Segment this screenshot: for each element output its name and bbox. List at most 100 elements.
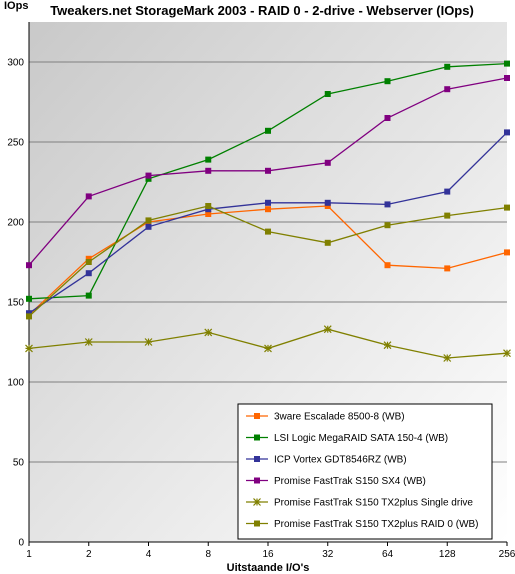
data-point xyxy=(85,259,92,265)
data-point xyxy=(265,127,271,134)
data-point xyxy=(85,292,92,299)
data-point xyxy=(444,86,451,93)
y-tick-label: 50 xyxy=(13,458,25,469)
legend: 3ware Escalade 8500-8 (WB) LSI Logic Mega… xyxy=(237,403,493,540)
data-point xyxy=(205,203,212,209)
data-point xyxy=(504,75,510,81)
series-3 xyxy=(26,129,510,317)
x-tick-label: 2 xyxy=(86,549,92,560)
axes: 0 50 100 150 200 250 300 1 2 4 8 16 32 64 128 256 xyxy=(7,22,515,560)
data-point xyxy=(85,270,92,277)
y-tick-label: 150 xyxy=(7,298,24,309)
x-tick-label: 4 xyxy=(146,549,152,560)
data-point xyxy=(444,265,451,272)
x-axis-label: Uitstaande I/O's xyxy=(227,562,310,574)
data-point xyxy=(504,60,510,67)
data-point xyxy=(384,262,391,269)
legend-label: Promise FastTrak S150 TX2plus Single dri… xyxy=(274,498,473,509)
y-tick-label: 200 xyxy=(7,218,24,229)
x-tick-label: 128 xyxy=(439,549,456,560)
data-point xyxy=(324,203,331,209)
data-point xyxy=(84,338,93,346)
data-point xyxy=(25,344,33,353)
data-point xyxy=(503,349,511,358)
x-tick-label: 16 xyxy=(262,549,274,560)
legend-swatch-marker xyxy=(254,477,260,484)
data-point xyxy=(26,310,32,317)
data-point xyxy=(265,228,271,235)
x-tick-label: 8 xyxy=(205,549,211,560)
data-point xyxy=(205,206,212,213)
legend-label: LSI Logic MegaRAID SATA 150-4 (WB) xyxy=(274,433,448,444)
data-point xyxy=(205,156,212,163)
series-2 xyxy=(26,60,510,302)
data-point xyxy=(144,338,153,346)
series-4 xyxy=(26,75,510,269)
data-point xyxy=(204,328,213,337)
legend-label: 3ware Escalade 8500-8 (WB) xyxy=(274,412,405,423)
data-point xyxy=(324,159,331,166)
legend-label: Promise FastTrak S150 SX4 (WB) xyxy=(274,476,426,487)
data-point xyxy=(205,211,212,217)
series-6 xyxy=(26,203,510,320)
gridlines xyxy=(29,61,507,463)
y-axis-label: IOps xyxy=(4,0,28,12)
data-point xyxy=(384,222,391,229)
y-tick-label: 250 xyxy=(7,138,24,149)
data-point xyxy=(26,262,32,269)
data-point xyxy=(504,249,510,256)
series-5 xyxy=(25,325,511,362)
legend-item: 3ware Escalade 8500-8 (WB) xyxy=(246,412,405,423)
data-point xyxy=(145,175,152,182)
data-point xyxy=(444,212,451,219)
legend-item: Promise FastTrak S150 SX4 (WB) xyxy=(246,476,426,487)
data-point xyxy=(384,115,391,121)
legend-item: ICP Vortex GDT8546RZ (WB) xyxy=(246,455,407,466)
legend-swatch-marker xyxy=(254,520,260,527)
legend-swatch-marker xyxy=(254,456,260,462)
x-tick-label: 256 xyxy=(499,549,515,560)
legend-item: LSI Logic MegaRAID SATA 150-4 (WB) xyxy=(246,433,448,444)
data-point xyxy=(443,354,452,362)
data-point xyxy=(265,199,271,206)
legend-box xyxy=(237,403,493,540)
legend-swatch-marker xyxy=(253,498,261,506)
data-point xyxy=(324,239,331,246)
x-tick-label: 32 xyxy=(322,549,334,560)
data-point xyxy=(324,91,331,97)
data-point xyxy=(324,199,331,206)
data-point xyxy=(384,78,391,85)
legend-item: Promise FastTrak S150 TX2plus RAID 0 (WB… xyxy=(246,519,479,530)
legend-swatch-marker xyxy=(254,413,260,419)
data-point xyxy=(384,201,391,208)
data-point xyxy=(145,172,152,179)
data-point xyxy=(504,204,510,211)
data-point xyxy=(85,193,92,200)
legend-label: Promise FastTrak S150 TX2plus RAID 0 (WB… xyxy=(274,519,479,530)
series-group xyxy=(25,60,511,362)
data-point xyxy=(444,188,451,195)
data-point xyxy=(504,129,510,136)
data-point xyxy=(323,325,332,334)
legend-item: Promise FastTrak S150 TX2plus Single dri… xyxy=(246,498,473,509)
y-tick-label: 300 xyxy=(7,58,24,69)
legend-swatch-marker xyxy=(254,434,260,441)
data-point xyxy=(145,223,152,230)
data-point xyxy=(205,167,212,174)
data-point xyxy=(265,167,271,174)
x-tick-label: 1 xyxy=(26,549,32,560)
chart-title: Tweakers.net StorageMark 2003 - RAID 0 -… xyxy=(50,3,474,18)
data-point xyxy=(145,217,152,224)
legend-label: ICP Vortex GDT8546RZ (WB) xyxy=(274,455,407,466)
data-point xyxy=(444,63,451,70)
data-point xyxy=(264,344,272,353)
data-point xyxy=(26,295,32,302)
data-point xyxy=(265,206,271,213)
x-tick-label: 64 xyxy=(382,549,394,560)
y-tick-label: 0 xyxy=(18,538,24,549)
y-tick-label: 100 xyxy=(7,378,24,389)
data-point xyxy=(26,313,32,320)
data-point xyxy=(383,341,392,350)
data-point xyxy=(85,255,92,262)
